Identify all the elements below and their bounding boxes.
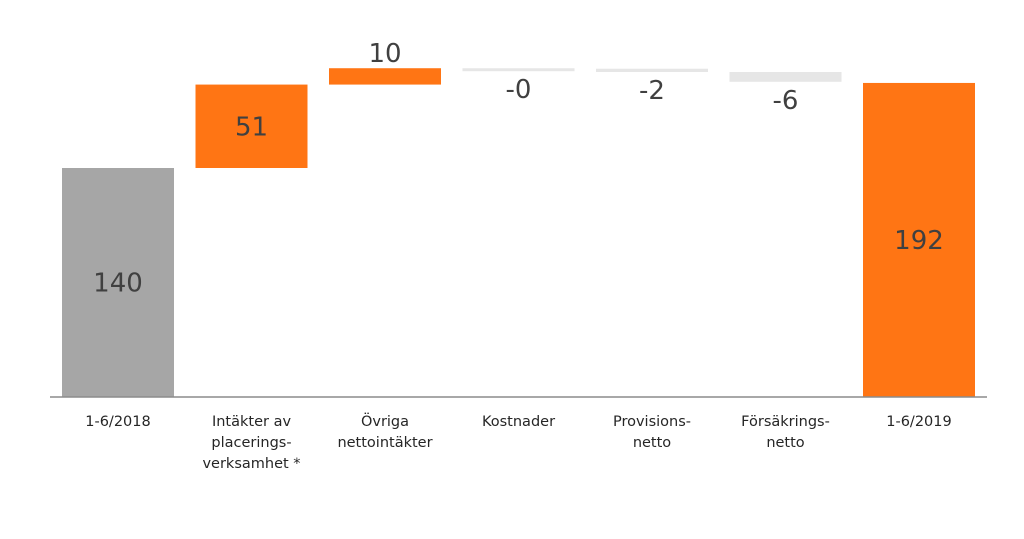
- value-labels-group: 140 51 10 -0 -2 -6 192: [93, 39, 944, 298]
- value-label-0: 140: [93, 269, 143, 299]
- value-label-3: -0: [506, 75, 532, 105]
- bar-6: [863, 82, 975, 397]
- value-label-2: 10: [368, 39, 401, 69]
- value-label-4: -2: [639, 76, 665, 106]
- bars-group: [62, 68, 975, 397]
- value-label-1: 51: [235, 112, 268, 142]
- category-label-1: Intäkter av placerings-verksamhet *: [202, 414, 300, 472]
- category-label-line: netto: [633, 435, 671, 451]
- bar-3: [462, 68, 575, 72]
- value-label-6: 192: [894, 226, 944, 256]
- category-label-line: placerings-: [211, 435, 291, 451]
- category-label-line: 1-6/2018: [85, 414, 150, 430]
- bar-4: [596, 68, 708, 72]
- category-label-line: Övriga: [361, 412, 409, 430]
- category-label-line: netto: [766, 435, 804, 451]
- category-label-line: nettointäkter: [337, 435, 432, 451]
- category-label-6: 1-6/2019: [886, 414, 951, 430]
- value-label-5: -6: [773, 86, 799, 116]
- bar-0: [62, 168, 174, 397]
- category-label-line: Försäkrings-: [741, 414, 830, 430]
- category-label-2: Övriga nettointäkter: [337, 412, 432, 451]
- bar-2: [329, 68, 441, 85]
- bar-5: [729, 71, 842, 82]
- category-label-line: verksamhet *: [202, 456, 300, 472]
- category-label-5: Försäkrings-netto: [741, 414, 830, 451]
- category-label-3: Kostnader: [482, 414, 555, 430]
- category-label-4: Provisions-netto: [613, 414, 691, 451]
- category-label-line: 1-6/2019: [886, 414, 951, 430]
- category-label-0: 1-6/2018: [85, 414, 150, 430]
- category-label-line: Provisions-: [613, 414, 691, 430]
- category-labels-group: 1-6/2018 Intäkter av placerings-verksamhet…: [85, 412, 951, 472]
- bar-1: [195, 84, 308, 168]
- category-label-line: Intäkter av: [212, 414, 291, 430]
- category-label-line: Kostnader: [482, 414, 555, 430]
